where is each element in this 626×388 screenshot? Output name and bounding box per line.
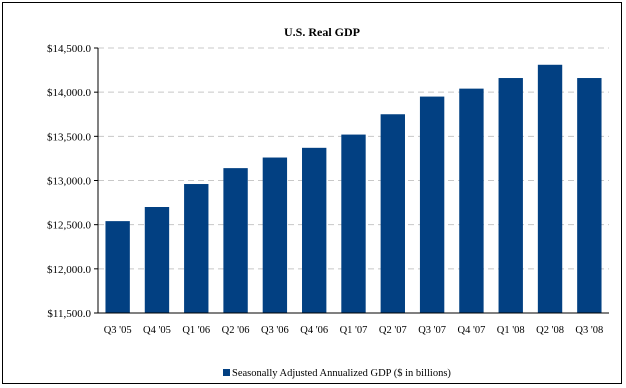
- chart-frame: U.S. Real GDP $11,500.0 $12,000.0 $12,500.…: [2, 2, 622, 384]
- x-tick-label: Q2 '06: [222, 325, 250, 336]
- y-tick-label: $13,500.0: [47, 131, 92, 143]
- x-tick-label: Q3 '07: [418, 325, 446, 336]
- y-tick-label: $13,000.0: [47, 176, 92, 188]
- x-tick-label: Q3 '06: [261, 325, 289, 336]
- y-axis-tick-labels: $11,500.0 $12,000.0 $12,500.0 $13,000.0 $13,…: [47, 43, 92, 320]
- x-tick-label: Q4 '07: [457, 325, 485, 336]
- legend: Seasonally Adjusted Annualized GDP ($ in…: [223, 368, 451, 379]
- bar-4: [262, 157, 288, 313]
- bars: [105, 64, 602, 313]
- bar-9: [459, 88, 484, 313]
- x-tick-label: Q4 '06: [300, 325, 328, 336]
- y-tick-label: $11,500.0: [47, 308, 91, 320]
- legend-label: Seasonally Adjusted Annualized GDP ($ in…: [232, 368, 451, 379]
- y-tick-label: $14,500.0: [47, 43, 92, 55]
- x-tick-label: Q4 '05: [143, 325, 171, 336]
- x-tick-label: Q3 '08: [575, 325, 603, 336]
- bar-11: [537, 64, 563, 313]
- bar-3: [223, 168, 248, 313]
- x-tick-label: Q2 '07: [379, 325, 407, 336]
- axes: [94, 47, 609, 314]
- bar-10: [498, 78, 523, 313]
- bar-6: [341, 134, 366, 313]
- gdp-bar-chart: U.S. Real GDP $11,500.0 $12,000.0 $12,500.…: [47, 25, 609, 379]
- x-tick-label: Q1 '07: [340, 325, 368, 336]
- legend-swatch: [223, 369, 230, 376]
- y-tick-label: $14,000.0: [47, 87, 92, 99]
- bar-5: [302, 147, 327, 313]
- bar-1: [144, 207, 170, 313]
- bar-7: [380, 114, 405, 313]
- x-tick-label: Q3 '05: [104, 325, 132, 336]
- x-tick-label: Q1 '08: [497, 325, 525, 336]
- x-tick-label: Q1 '06: [182, 325, 210, 336]
- y-tick-label: $12,500.0: [47, 220, 92, 232]
- x-axis-tick-labels: Q3 '05 Q4 '05 Q1 '06 Q2 '06 Q3 '06 Q4 '06 Q1 '…: [104, 325, 604, 336]
- bar-12: [577, 78, 602, 313]
- x-tick-label: Q2 '08: [536, 325, 564, 336]
- bar-0: [105, 221, 130, 313]
- bar-8: [419, 96, 445, 313]
- y-tick-label: $12,000.0: [47, 264, 92, 276]
- bar-2: [184, 184, 209, 313]
- chart-title: U.S. Real GDP: [284, 25, 360, 39]
